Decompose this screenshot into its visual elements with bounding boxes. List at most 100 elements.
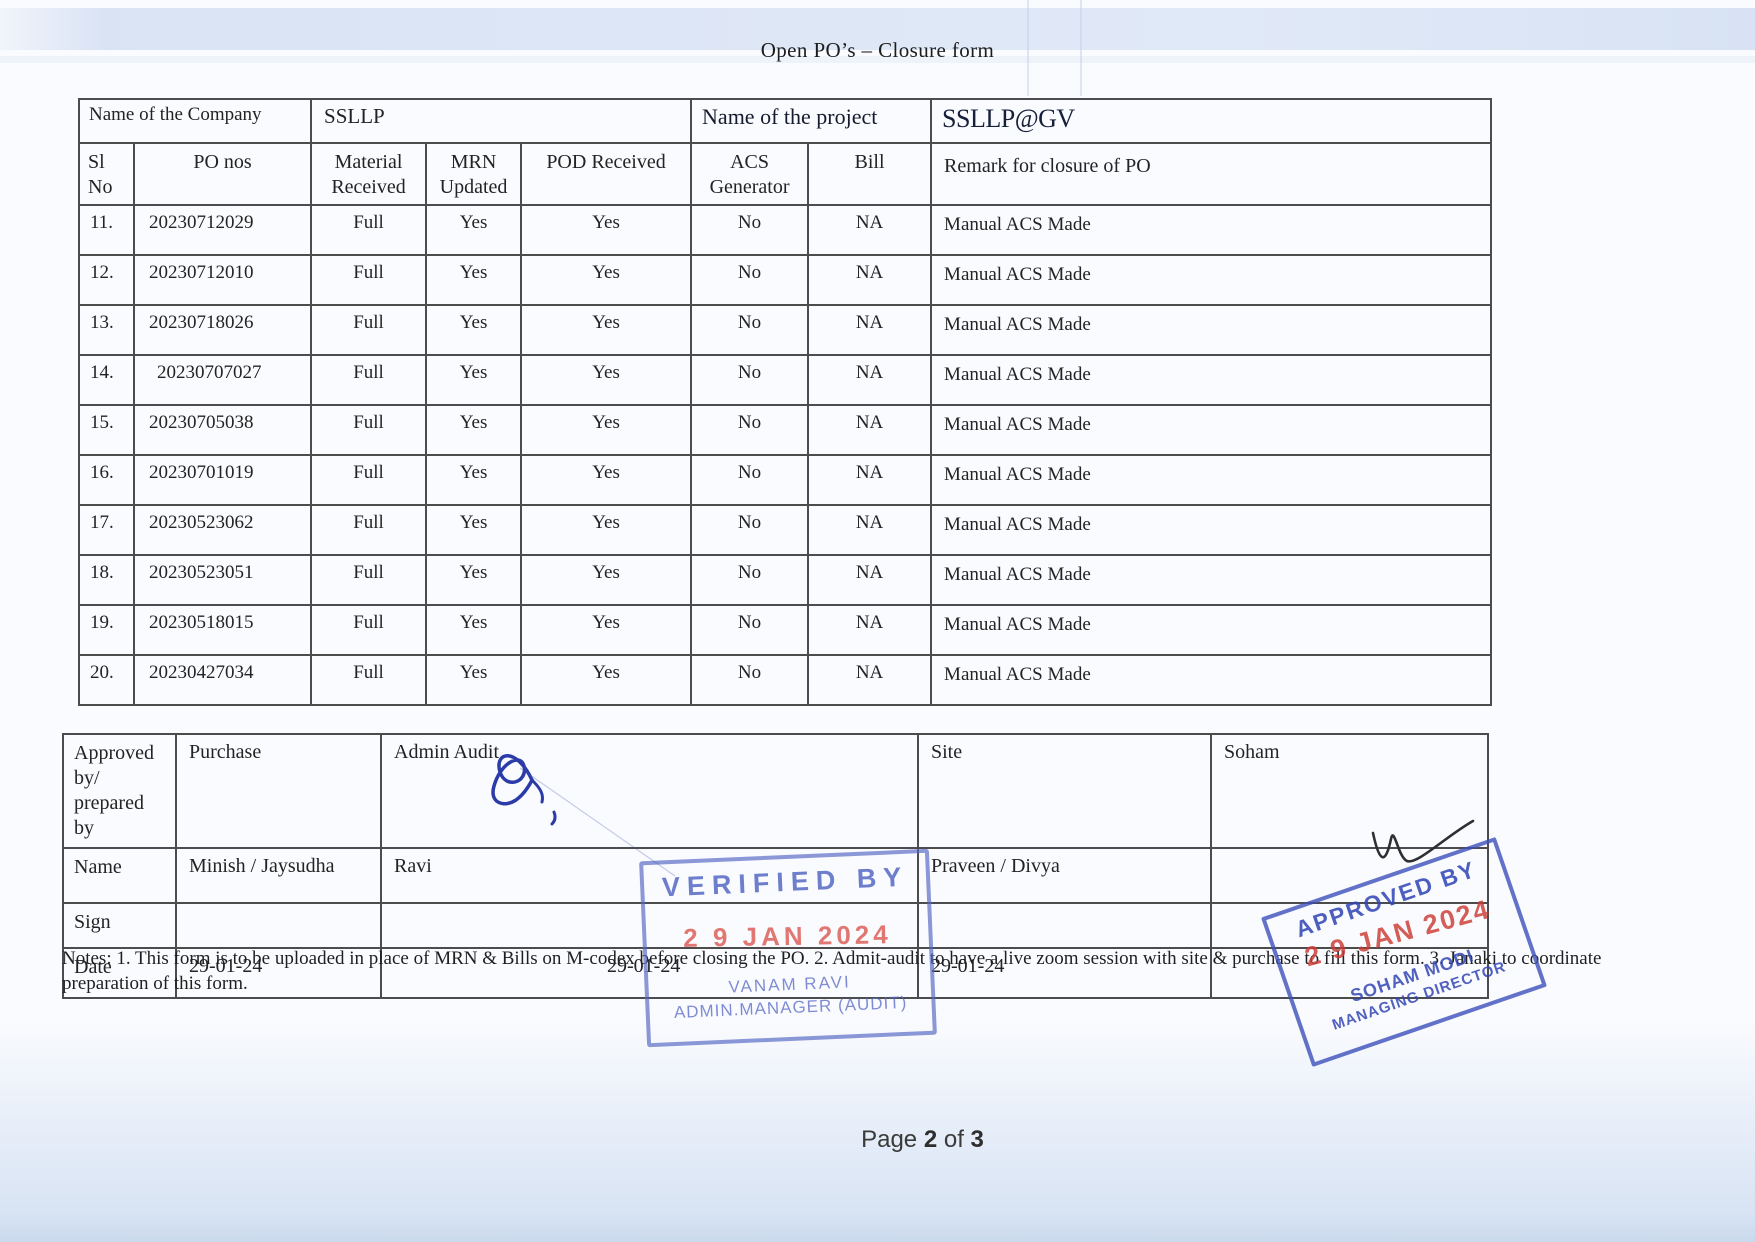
cell-mrn: Yes: [425, 304, 523, 356]
cell-acs: No: [690, 254, 810, 306]
po-table-row: 13. 20230718026 Full Yes Yes No NA Manua…: [78, 304, 1493, 356]
cell-sl-no: 12.: [78, 254, 135, 306]
cell-pod: Yes: [520, 554, 693, 606]
approval-table: Approved by/ prepared by Purchase Admin …: [62, 733, 1489, 999]
po-table-row: 18. 20230523051 Full Yes Yes No NA Manua…: [78, 554, 1493, 606]
name-site: Praveen / Divya: [917, 847, 1212, 904]
approval-sign-row: Sign: [62, 902, 1489, 949]
cell-material: Full: [310, 404, 428, 456]
approval-corner-label: Approved by/ prepared by: [62, 733, 177, 849]
col-header-po-nos: PO nos: [132, 142, 313, 206]
cell-sl-no: 19.: [78, 604, 135, 656]
footer-current-page: 2: [923, 1126, 938, 1153]
cell-material: Full: [310, 304, 428, 356]
po-table-row: 12. 20230712010 Full Yes Yes No NA Manua…: [78, 254, 1493, 306]
cell-bill: NA: [807, 354, 933, 406]
cell-mrn: Yes: [425, 354, 523, 406]
sign-soham: [1210, 902, 1489, 949]
cell-remark: Manual ACS Made: [930, 454, 1493, 506]
po-table-row: 16. 20230701019 Full Yes Yes No NA Manua…: [78, 454, 1493, 506]
role-header-purchase: Purchase: [175, 733, 382, 849]
company-name-label: Name of the Company: [77, 98, 313, 144]
cell-sl-no: 13.: [78, 304, 135, 356]
cell-remark: Manual ACS Made: [930, 504, 1493, 556]
cell-mrn: Yes: [425, 504, 523, 556]
cell-bill: NA: [807, 654, 933, 706]
row-label-date: Date: [62, 947, 177, 999]
po-table-row: 14. 20230707027 Full Yes Yes No NA Manua…: [78, 354, 1493, 406]
cell-sl-no: 16.: [78, 454, 135, 506]
cell-material: Full: [310, 204, 428, 256]
cell-mrn: Yes: [425, 254, 523, 306]
cell-po-number: 20230518015: [132, 604, 313, 656]
cell-pod: Yes: [520, 254, 693, 306]
cell-remark: Manual ACS Made: [930, 554, 1493, 606]
cell-remark: Manual ACS Made: [930, 354, 1493, 406]
role-header-admin-audit: Admin Audit: [380, 733, 919, 849]
po-table-row: 15. 20230705038 Full Yes Yes No NA Manua…: [78, 404, 1493, 456]
cell-acs: No: [690, 354, 810, 406]
stamp-date: 2 9 JAN 2024: [683, 919, 892, 953]
footer-word-of: of: [943, 1126, 964, 1153]
sign-admin-audit: [380, 902, 919, 949]
cell-bill: NA: [807, 454, 933, 506]
col-header-remark: Remark for closure of PO: [930, 142, 1493, 206]
cell-po-number: 20230705038: [132, 404, 313, 456]
cell-sl-no: 18.: [78, 554, 135, 606]
date-admin-audit: 29-01-24: [380, 947, 919, 999]
ravi-signature: [491, 754, 676, 877]
project-name-label: Name of the project: [690, 98, 933, 144]
verified-by-stamp: VERIFIED BY 2 9 JAN 2024 VANAM RAVI ADMI…: [639, 848, 937, 1048]
po-closure-table: Name of the Company SSLLP Name of the pr…: [77, 98, 1493, 706]
name-admin-audit: Ravi: [380, 847, 919, 904]
cell-remark: Manual ACS Made: [930, 204, 1493, 256]
cell-pod: Yes: [520, 604, 693, 656]
col-header-sl-no: Sl No: [78, 142, 135, 206]
cell-sl-no: 14.: [78, 354, 135, 406]
cell-material: Full: [310, 604, 428, 656]
cell-po-number: 20230712010: [132, 254, 313, 306]
col-header-mrn-updated: MRN Updated: [425, 142, 523, 206]
scan-artifact-top-band: [0, 8, 1755, 50]
approval-name-row: Name Minish / Jaysudha Ravi Praveen / Di…: [62, 847, 1489, 904]
row-label-sign: Sign: [62, 902, 177, 949]
cell-material: Full: [310, 504, 428, 556]
cell-acs: No: [690, 604, 810, 656]
cell-bill: NA: [807, 554, 933, 606]
cell-bill: NA: [807, 404, 933, 456]
po-table-row: 19. 20230518015 Full Yes Yes No NA Manua…: [78, 604, 1493, 656]
cell-po-number: 20230523051: [132, 554, 313, 606]
approval-date-row: Date 29-01-24 29-01-24 29-01-24: [62, 947, 1489, 999]
cell-bill: NA: [807, 254, 933, 306]
cell-bill: NA: [807, 204, 933, 256]
cell-sl-no: 11.: [78, 204, 135, 256]
date-soham: [1210, 947, 1489, 999]
cell-pod: Yes: [520, 404, 693, 456]
cell-material: Full: [310, 254, 428, 306]
name-purchase: Minish / Jaysudha: [175, 847, 382, 904]
cell-po-number: 20230707027: [132, 354, 313, 406]
cell-acs: No: [690, 304, 810, 356]
scan-artifact-top-band-2: [0, 56, 1755, 63]
cell-po-number: 20230712029: [132, 204, 313, 256]
cell-mrn: Yes: [425, 604, 523, 656]
cell-remark: Manual ACS Made: [930, 304, 1493, 356]
document-title: Open PO’s – Closure form: [760, 38, 995, 62]
col-header-bill: Bill: [807, 142, 933, 206]
cell-bill: NA: [807, 504, 933, 556]
cell-remark: Manual ACS Made: [930, 254, 1493, 306]
cell-pod: Yes: [520, 454, 693, 506]
scan-artifact-bottom-band: [0, 1020, 1755, 1242]
po-table-row: 17. 20230523062 Full Yes Yes No NA Manua…: [78, 504, 1493, 556]
role-header-site: Site: [917, 733, 1212, 849]
cell-bill: NA: [807, 304, 933, 356]
cell-pod: Yes: [520, 204, 693, 256]
po-table-row: 20. 20230427034 Full Yes Yes No NA Manua…: [78, 654, 1493, 706]
cell-remark: Manual ACS Made: [930, 604, 1493, 656]
cell-material: Full: [310, 354, 428, 406]
name-soham: [1210, 847, 1489, 904]
cell-sl-no: 15.: [78, 404, 135, 456]
cell-sl-no: 17.: [78, 504, 135, 556]
row-label-name: Name: [62, 847, 177, 904]
